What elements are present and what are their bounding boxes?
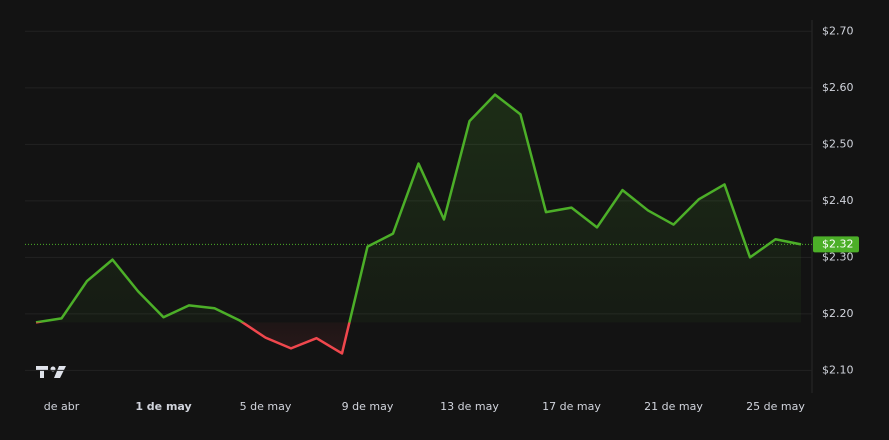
x-tick-label: 25 de may [746, 400, 805, 413]
y-tick-label: $2.30 [822, 250, 854, 263]
y-tick-label: $2.50 [822, 137, 854, 150]
x-tick-label: 21 de may [644, 400, 703, 413]
x-tick-label: 17 de may [542, 400, 601, 413]
x-tick-label: 5 de may [240, 400, 292, 413]
x-tick-label: de abr [44, 400, 80, 413]
y-tick-label: $2.10 [822, 363, 854, 376]
price-line [35, 93, 802, 355]
y-tick-label: $2.70 [822, 24, 854, 37]
y-tick-label: $2.60 [822, 81, 854, 94]
x-tick-label: 9 de may [342, 400, 394, 413]
x-tick-label: 13 de may [440, 400, 499, 413]
last-price-tag [813, 236, 859, 253]
y-tick-label: $2.40 [822, 194, 854, 207]
last-price-label: $2.32 [822, 237, 854, 250]
logo [36, 366, 66, 378]
area [36, 94, 801, 354]
y-tick-label: $2.20 [822, 307, 854, 320]
x-tick-label: 1 de may [135, 400, 191, 413]
